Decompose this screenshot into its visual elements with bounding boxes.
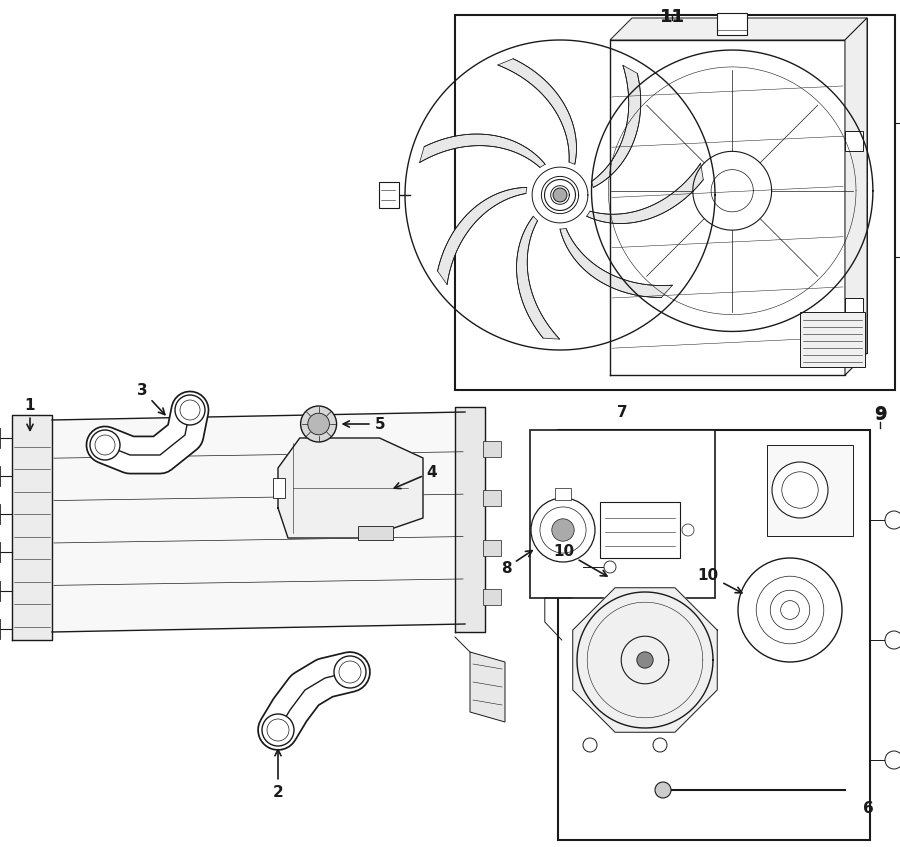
Circle shape	[90, 430, 120, 460]
Circle shape	[738, 558, 842, 662]
Text: 9: 9	[874, 406, 886, 424]
Polygon shape	[572, 588, 717, 733]
Text: 2: 2	[273, 750, 284, 800]
Polygon shape	[845, 18, 867, 375]
Circle shape	[267, 719, 289, 741]
Circle shape	[262, 714, 294, 746]
Bar	[273, 478, 285, 498]
Polygon shape	[455, 407, 485, 632]
Circle shape	[770, 590, 810, 630]
Polygon shape	[52, 412, 465, 632]
Bar	[483, 540, 501, 556]
Circle shape	[756, 576, 824, 644]
Circle shape	[885, 751, 900, 769]
Circle shape	[780, 601, 799, 619]
Circle shape	[782, 472, 818, 508]
Circle shape	[180, 400, 200, 420]
Circle shape	[339, 661, 361, 683]
Circle shape	[552, 519, 574, 541]
Polygon shape	[610, 18, 867, 40]
Text: 10: 10	[553, 544, 607, 576]
Polygon shape	[498, 58, 577, 164]
Bar	[800, 312, 865, 367]
Polygon shape	[278, 438, 423, 538]
Polygon shape	[470, 652, 505, 722]
Circle shape	[885, 631, 900, 649]
Bar	[483, 440, 501, 457]
Bar	[455, 15, 895, 390]
Circle shape	[772, 462, 828, 518]
Polygon shape	[591, 65, 641, 187]
Circle shape	[637, 652, 653, 668]
Bar	[483, 490, 501, 506]
Circle shape	[655, 782, 671, 798]
Text: 1: 1	[25, 397, 35, 430]
Bar	[379, 182, 399, 208]
Circle shape	[334, 656, 366, 688]
Circle shape	[653, 738, 667, 752]
Polygon shape	[12, 415, 52, 640]
Circle shape	[553, 188, 567, 202]
Text: 8: 8	[500, 551, 532, 575]
Text: 7: 7	[617, 405, 628, 419]
Text: 4: 4	[394, 464, 437, 489]
Circle shape	[301, 406, 337, 442]
Text: 11: 11	[660, 8, 685, 26]
Circle shape	[95, 435, 115, 455]
Circle shape	[175, 395, 205, 425]
Bar	[358, 526, 392, 540]
Polygon shape	[419, 134, 545, 168]
Bar	[600, 502, 680, 558]
Bar	[530, 430, 715, 598]
Circle shape	[682, 524, 694, 536]
Bar	[767, 445, 853, 536]
Bar	[845, 130, 863, 151]
Polygon shape	[437, 187, 526, 285]
Circle shape	[604, 561, 616, 573]
Text: 5: 5	[343, 417, 385, 431]
Text: 10: 10	[698, 567, 742, 593]
Bar	[555, 488, 571, 500]
Polygon shape	[517, 216, 560, 339]
Circle shape	[531, 498, 595, 562]
Bar	[483, 589, 501, 605]
Circle shape	[583, 738, 597, 752]
Polygon shape	[560, 229, 672, 297]
Circle shape	[540, 507, 586, 553]
Circle shape	[885, 511, 900, 529]
Polygon shape	[610, 40, 845, 375]
Text: 3: 3	[137, 383, 165, 414]
Polygon shape	[587, 163, 703, 224]
Circle shape	[308, 413, 329, 435]
Text: 11: 11	[660, 8, 685, 26]
Text: 6: 6	[862, 800, 873, 816]
Bar	[717, 13, 747, 35]
Text: 9: 9	[874, 405, 886, 423]
Bar	[558, 430, 870, 840]
Bar	[845, 298, 863, 318]
